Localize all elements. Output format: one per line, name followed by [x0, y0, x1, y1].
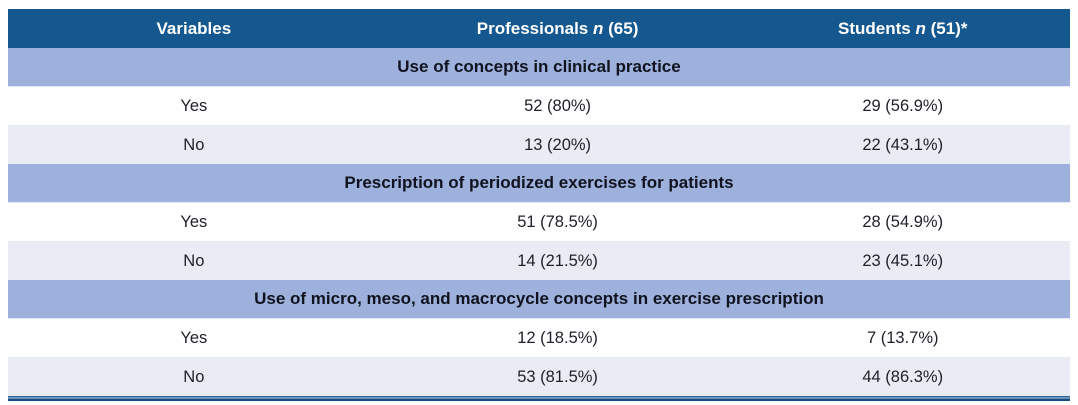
cell-students: 7 (13.7%) — [735, 318, 1070, 358]
cell-professionals: 51 (78.5%) — [379, 202, 736, 242]
cell-students: 28 (54.9%) — [735, 202, 1070, 242]
col-header-students-count: (51)* — [930, 18, 968, 38]
cell-variable: No — [8, 125, 380, 164]
table-row: No 14 (21.5%) 23 (45.1%) — [8, 241, 1070, 280]
col-header-professionals-n: n — [593, 18, 604, 38]
table-row: No 13 (20%) 22 (43.1%) — [8, 125, 1070, 164]
table-bottom-border — [8, 396, 1070, 401]
col-header-students: Students n (51)* — [735, 9, 1070, 48]
cell-students: 44 (86.3%) — [735, 357, 1070, 396]
section-header-row: Use of micro, meso, and macrocycle conce… — [8, 280, 1070, 319]
cell-professionals: 13 (20%) — [379, 125, 736, 164]
col-header-students-n: n — [915, 18, 926, 38]
cell-variable: No — [8, 241, 380, 280]
col-header-professionals: Professionals n (65) — [379, 9, 736, 48]
cell-students: 23 (45.1%) — [735, 241, 1070, 280]
cell-professionals: 12 (18.5%) — [379, 318, 736, 358]
col-header-variables: Variables — [8, 9, 380, 48]
results-table: Variables Professionals n (65) Students … — [8, 9, 1070, 396]
section-title: Use of micro, meso, and macrocycle conce… — [8, 280, 1070, 319]
cell-variable: Yes — [8, 202, 380, 242]
cell-professionals: 14 (21.5%) — [379, 241, 736, 280]
cell-students: 29 (56.9%) — [735, 86, 1070, 126]
table-row: Yes 52 (80%) 29 (56.9%) — [8, 86, 1070, 126]
section-title: Prescription of periodized exercises for… — [8, 164, 1070, 203]
section-title: Use of concepts in clinical practice — [8, 48, 1070, 87]
col-header-students-label: Students — [838, 18, 911, 38]
section-header-row: Prescription of periodized exercises for… — [8, 164, 1070, 203]
section-header-row: Use of concepts in clinical practice — [8, 48, 1070, 87]
cell-variable: No — [8, 357, 380, 396]
table-row: Yes 12 (18.5%) 7 (13.7%) — [8, 318, 1070, 358]
cell-variable: Yes — [8, 318, 380, 358]
col-header-professionals-label: Professionals — [476, 18, 589, 38]
header-row: Variables Professionals n (65) Students … — [8, 9, 1070, 48]
table-row: No 53 (81.5%) 44 (86.3%) — [8, 357, 1070, 396]
cell-professionals: 53 (81.5%) — [379, 357, 736, 396]
col-header-professionals-count: (65) — [608, 18, 639, 38]
cell-professionals: 52 (80%) — [379, 86, 736, 126]
table-row: Yes 51 (78.5%) 28 (54.9%) — [8, 202, 1070, 242]
cell-variable: Yes — [8, 86, 380, 126]
cell-students: 22 (43.1%) — [735, 125, 1070, 164]
